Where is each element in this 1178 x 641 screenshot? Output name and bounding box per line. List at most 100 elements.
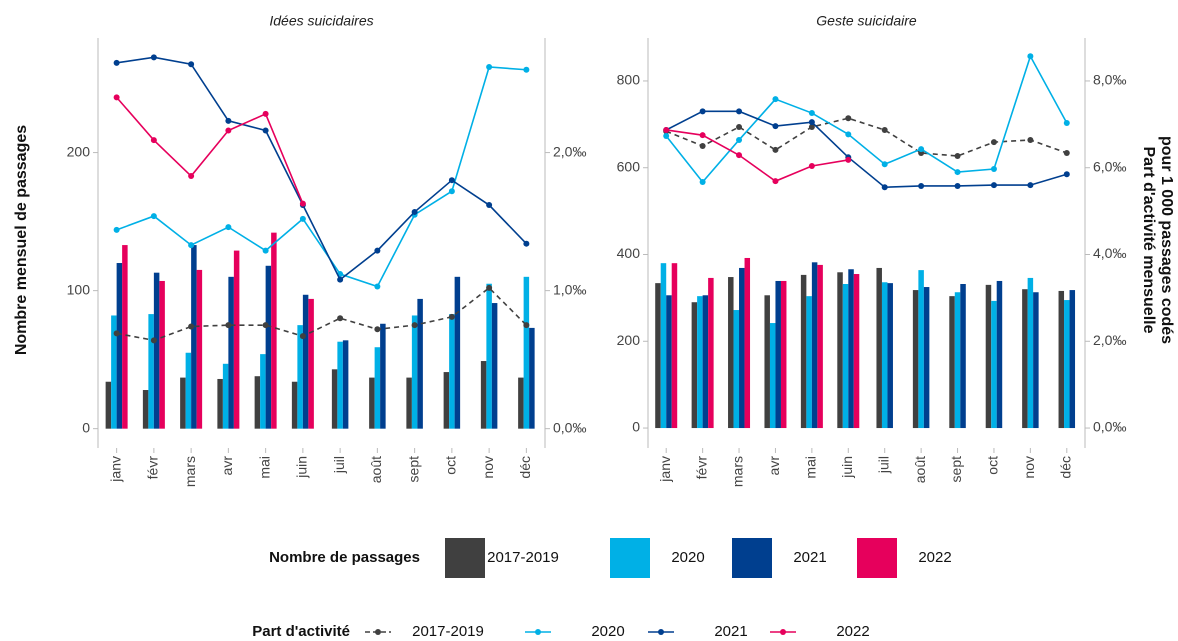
bar bbox=[697, 296, 703, 429]
bar bbox=[153, 272, 160, 429]
bar bbox=[254, 376, 261, 429]
point bbox=[881, 126, 888, 133]
point bbox=[808, 162, 815, 169]
point bbox=[772, 178, 779, 185]
bar bbox=[769, 323, 776, 429]
bar bbox=[655, 283, 661, 429]
bar bbox=[949, 296, 955, 429]
point bbox=[1027, 182, 1034, 189]
bar bbox=[337, 341, 343, 429]
point bbox=[1063, 149, 1070, 156]
x-tick-label: juil bbox=[331, 456, 347, 474]
bar bbox=[1064, 300, 1070, 429]
point bbox=[772, 123, 779, 130]
y-tick-label: 600 bbox=[617, 158, 641, 174]
line bbox=[665, 117, 1068, 157]
bar bbox=[271, 232, 277, 429]
legend-label: 2021 bbox=[714, 623, 747, 640]
point bbox=[486, 63, 493, 70]
point bbox=[448, 177, 455, 184]
point bbox=[299, 200, 306, 207]
point bbox=[150, 337, 157, 344]
bar bbox=[853, 274, 860, 429]
x-tick-label: août bbox=[912, 456, 928, 483]
point bbox=[1027, 136, 1034, 143]
line bbox=[666, 129, 849, 183]
legend-title: Part d'activité bbox=[252, 623, 350, 640]
bar bbox=[331, 369, 338, 429]
x-tick-label: avr bbox=[219, 456, 235, 476]
point bbox=[188, 242, 195, 249]
y-tick-label: 200 bbox=[67, 143, 91, 159]
bar bbox=[954, 292, 961, 429]
bar bbox=[374, 347, 381, 429]
point bbox=[954, 169, 961, 176]
point bbox=[448, 313, 455, 320]
point bbox=[1063, 120, 1070, 127]
bar bbox=[1022, 289, 1028, 429]
x-tick-label: janv bbox=[107, 456, 123, 483]
bar bbox=[480, 361, 487, 429]
line bbox=[665, 110, 1068, 189]
point bbox=[918, 146, 925, 153]
point bbox=[486, 202, 493, 209]
point bbox=[772, 96, 779, 103]
point bbox=[225, 224, 232, 231]
y-tick-label: 200 bbox=[617, 332, 641, 348]
bar bbox=[666, 295, 672, 429]
bar bbox=[702, 295, 709, 429]
bar bbox=[443, 372, 450, 429]
point bbox=[523, 66, 530, 73]
legend-label: 2020 bbox=[671, 549, 704, 566]
x-tick-label: août bbox=[368, 456, 384, 483]
bar bbox=[222, 363, 229, 429]
bar bbox=[196, 269, 203, 429]
panel-title: Idées suicidaires bbox=[269, 13, 373, 29]
legend-swatch bbox=[732, 538, 772, 578]
bar bbox=[708, 277, 714, 429]
x-tick-label: févr bbox=[145, 456, 161, 480]
point bbox=[150, 54, 157, 61]
y2-axis-title: pour 1 000 passages codés bbox=[1158, 136, 1175, 344]
bar bbox=[1027, 277, 1034, 429]
point bbox=[1063, 171, 1070, 178]
bar bbox=[991, 300, 997, 429]
bar bbox=[811, 262, 818, 429]
bar bbox=[260, 354, 266, 429]
bar bbox=[148, 314, 154, 429]
bar bbox=[918, 270, 924, 429]
x-tick-label: mars bbox=[182, 456, 198, 487]
bar bbox=[380, 323, 386, 429]
point bbox=[411, 322, 418, 329]
point bbox=[845, 131, 852, 138]
point bbox=[699, 108, 706, 115]
legend-label: 2022 bbox=[918, 549, 951, 566]
point bbox=[736, 108, 743, 115]
point bbox=[699, 143, 706, 150]
legend-swatch bbox=[857, 538, 897, 578]
point bbox=[808, 119, 815, 126]
point bbox=[188, 173, 195, 180]
bar bbox=[842, 284, 849, 429]
y2-tick-label: 8,0‰ bbox=[1093, 72, 1126, 88]
bar bbox=[180, 377, 186, 429]
point bbox=[486, 284, 493, 291]
point bbox=[845, 156, 852, 163]
bar bbox=[529, 327, 535, 429]
x-tick-label: févr bbox=[693, 456, 709, 480]
point bbox=[262, 247, 269, 254]
point bbox=[736, 152, 743, 159]
point bbox=[990, 166, 997, 173]
bar bbox=[881, 282, 888, 429]
y2-tick-label: 2,0‰ bbox=[553, 143, 586, 159]
point bbox=[808, 110, 815, 117]
x-tick-label: nov bbox=[480, 456, 496, 479]
bar bbox=[744, 257, 751, 429]
legend-label: 2022 bbox=[836, 623, 869, 640]
point bbox=[448, 188, 455, 195]
y-tick-label: 100 bbox=[67, 281, 91, 297]
y2-tick-label: 6,0‰ bbox=[1093, 158, 1126, 174]
legend-point bbox=[375, 629, 381, 635]
legend-swatch bbox=[610, 538, 650, 578]
